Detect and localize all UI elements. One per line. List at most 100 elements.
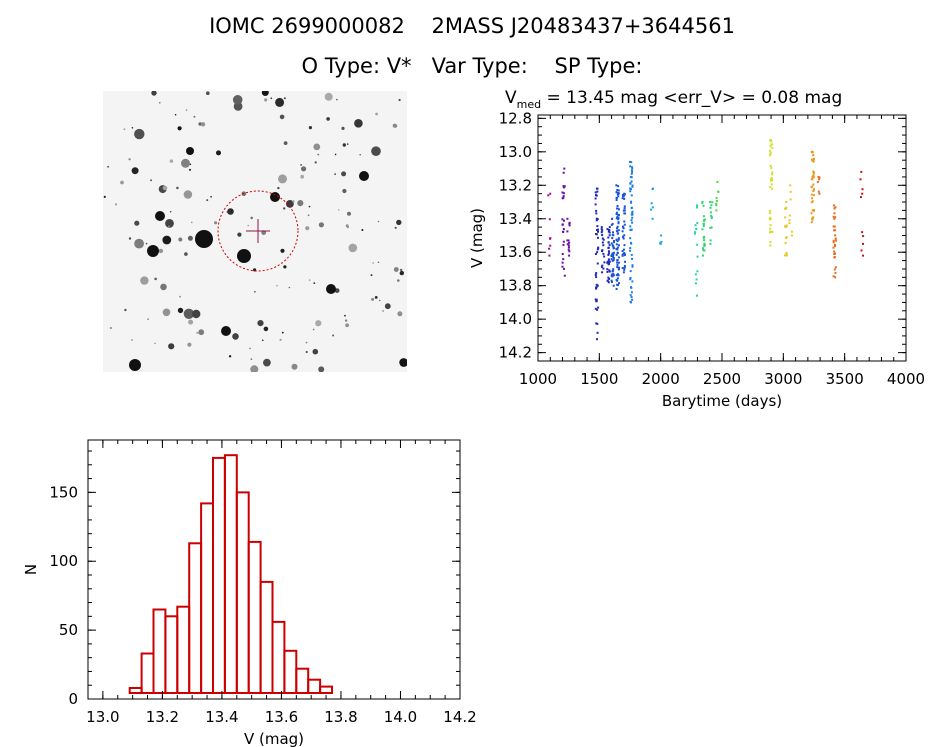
data-point (812, 154, 815, 156)
data-point (608, 243, 611, 246)
histogram-bar (307, 678, 322, 695)
star (134, 128, 145, 140)
data-point (548, 218, 551, 221)
star (334, 173, 336, 175)
star (370, 274, 373, 277)
data-point (715, 204, 718, 207)
data-point (606, 268, 609, 271)
data-point (616, 215, 619, 218)
data-point (833, 225, 836, 228)
data-point (617, 229, 620, 232)
data-point (631, 170, 634, 173)
data-point (615, 274, 618, 277)
data-point (623, 265, 626, 267)
data-point (631, 212, 634, 215)
data-point (623, 223, 626, 226)
data-point (860, 196, 862, 199)
data-point (833, 250, 836, 253)
data-point (630, 161, 633, 164)
data-point (810, 193, 813, 196)
data-point (563, 219, 565, 222)
data-point (611, 275, 614, 278)
data-point (596, 251, 599, 254)
light-curve-chart: Vmed = 13.45 mag <err_V> = 0.08 mag 1000 1… (468, 88, 925, 410)
data-point (771, 147, 774, 150)
data-point (631, 216, 634, 219)
data-point (567, 244, 570, 247)
star (374, 296, 378, 299)
star (206, 91, 210, 95)
data-point (702, 247, 704, 250)
star (177, 307, 184, 314)
x-tick-label: 1000 (519, 370, 557, 388)
data-point (623, 209, 626, 212)
star (179, 295, 181, 298)
star (398, 98, 401, 102)
data-point (862, 254, 864, 257)
data-point (769, 227, 772, 230)
x-tick-label: 13.4 (205, 708, 238, 726)
data-point (549, 192, 552, 195)
data-point (612, 247, 615, 249)
data-point (833, 212, 836, 215)
data-point (562, 228, 565, 231)
data-point (608, 269, 611, 272)
x-tick-label: 14.2 (443, 708, 476, 726)
data-point (710, 215, 713, 218)
data-point (610, 258, 613, 261)
data-point (602, 252, 605, 255)
data-point (561, 218, 564, 221)
star (394, 226, 397, 229)
data-point (596, 225, 599, 228)
star (150, 179, 153, 182)
data-point (596, 322, 599, 325)
histogram-bar (212, 456, 226, 695)
data-point (566, 217, 569, 220)
data-point (568, 222, 571, 225)
star (216, 150, 221, 156)
data-point (594, 253, 597, 255)
star (250, 365, 259, 372)
data-point (597, 306, 600, 309)
data-point (612, 284, 615, 287)
data-point (660, 234, 663, 237)
data-point (631, 167, 634, 170)
x-axis-label: Barytime (days) (662, 392, 782, 410)
data-point (606, 228, 609, 231)
star (342, 143, 346, 147)
data-point (629, 270, 632, 273)
data-point (696, 222, 699, 225)
data-point (616, 263, 619, 266)
data-point (623, 207, 626, 210)
star (124, 308, 127, 312)
data-point (631, 166, 633, 169)
star (382, 310, 385, 312)
data-point (835, 239, 838, 242)
data-point (771, 171, 774, 174)
star (196, 332, 199, 334)
data-point (770, 143, 773, 146)
data-point (594, 307, 597, 310)
data-point (631, 185, 634, 188)
star (169, 210, 172, 213)
data-point (769, 178, 772, 181)
data-point (862, 242, 864, 245)
star (371, 297, 375, 301)
data-point (630, 188, 632, 191)
data-point (617, 218, 620, 221)
star (151, 91, 157, 96)
data-point (769, 216, 772, 219)
star (307, 214, 310, 217)
data-point (612, 257, 615, 260)
star (134, 238, 144, 249)
data-point (703, 239, 706, 242)
data-point (563, 167, 566, 170)
data-point (615, 238, 618, 241)
data-point (651, 188, 654, 191)
data-point (597, 246, 600, 249)
data-point (629, 225, 632, 228)
star (169, 159, 174, 163)
data-point (710, 226, 713, 229)
data-point (621, 197, 624, 200)
data-point (631, 184, 634, 187)
